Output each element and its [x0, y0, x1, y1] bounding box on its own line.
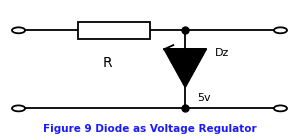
- Text: 5v: 5v: [197, 93, 211, 103]
- Polygon shape: [164, 49, 206, 87]
- Text: R: R: [103, 56, 113, 70]
- Text: Dz: Dz: [215, 48, 229, 58]
- Text: Figure 9 Diode as Voltage Regulator: Figure 9 Diode as Voltage Regulator: [43, 124, 256, 134]
- Bar: [78, 22, 150, 39]
